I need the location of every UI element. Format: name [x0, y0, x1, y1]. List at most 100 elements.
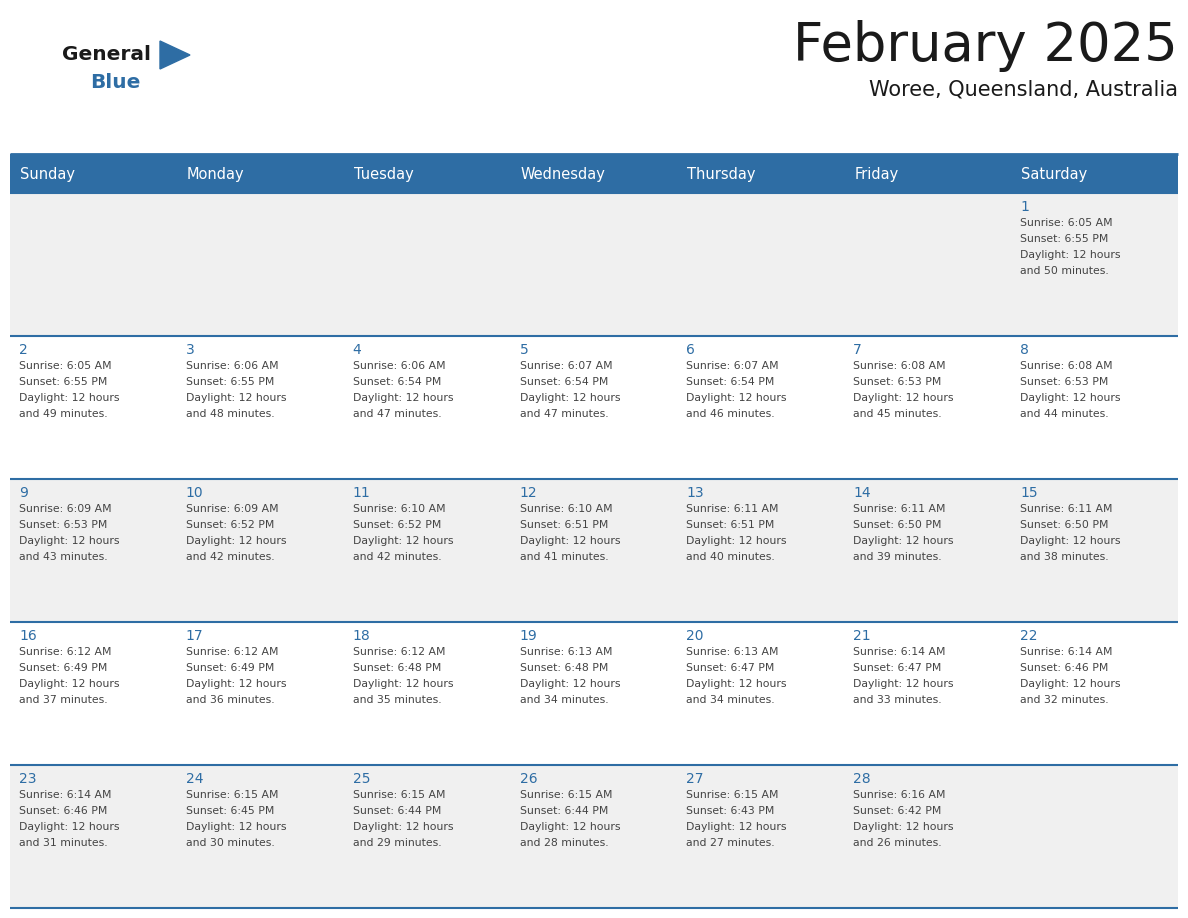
- Text: Sunrise: 6:12 AM: Sunrise: 6:12 AM: [19, 647, 112, 657]
- Text: Sunrise: 6:07 AM: Sunrise: 6:07 AM: [519, 361, 612, 371]
- Text: Sunrise: 6:08 AM: Sunrise: 6:08 AM: [853, 361, 946, 371]
- Text: Sunrise: 6:14 AM: Sunrise: 6:14 AM: [853, 647, 946, 657]
- Text: 16: 16: [19, 629, 37, 643]
- Text: Sunrise: 6:11 AM: Sunrise: 6:11 AM: [687, 504, 779, 514]
- Text: Sunrise: 6:10 AM: Sunrise: 6:10 AM: [519, 504, 612, 514]
- Text: Sunrise: 6:15 AM: Sunrise: 6:15 AM: [519, 790, 612, 800]
- Text: Sunrise: 6:13 AM: Sunrise: 6:13 AM: [519, 647, 612, 657]
- Text: 1: 1: [1020, 200, 1029, 214]
- Text: General: General: [62, 45, 151, 64]
- Text: 4: 4: [353, 343, 361, 357]
- Text: Daylight: 12 hours: Daylight: 12 hours: [353, 822, 453, 832]
- Polygon shape: [160, 41, 190, 69]
- Text: Sunset: 6:47 PM: Sunset: 6:47 PM: [687, 663, 775, 673]
- Text: Sunrise: 6:11 AM: Sunrise: 6:11 AM: [853, 504, 946, 514]
- Text: 18: 18: [353, 629, 371, 643]
- Text: Saturday: Saturday: [1022, 166, 1087, 182]
- Text: Daylight: 12 hours: Daylight: 12 hours: [185, 822, 286, 832]
- Text: Daylight: 12 hours: Daylight: 12 hours: [185, 536, 286, 546]
- Text: Friday: Friday: [854, 166, 898, 182]
- Text: Sunset: 6:44 PM: Sunset: 6:44 PM: [519, 806, 608, 816]
- Text: Daylight: 12 hours: Daylight: 12 hours: [353, 536, 453, 546]
- Text: Sunset: 6:47 PM: Sunset: 6:47 PM: [853, 663, 942, 673]
- Text: Sunrise: 6:14 AM: Sunrise: 6:14 AM: [1020, 647, 1113, 657]
- Text: Daylight: 12 hours: Daylight: 12 hours: [519, 822, 620, 832]
- Text: 10: 10: [185, 486, 203, 500]
- Text: and 39 minutes.: and 39 minutes.: [853, 552, 942, 562]
- Text: 9: 9: [19, 486, 27, 500]
- Text: and 36 minutes.: and 36 minutes.: [185, 695, 274, 705]
- Text: 28: 28: [853, 772, 871, 786]
- Text: Daylight: 12 hours: Daylight: 12 hours: [353, 679, 453, 689]
- Text: Daylight: 12 hours: Daylight: 12 hours: [519, 679, 620, 689]
- Text: and 45 minutes.: and 45 minutes.: [853, 409, 942, 419]
- Text: and 47 minutes.: and 47 minutes.: [519, 409, 608, 419]
- Text: Sunset: 6:55 PM: Sunset: 6:55 PM: [185, 377, 274, 387]
- Text: 7: 7: [853, 343, 862, 357]
- Bar: [10, 479, 1178, 622]
- Text: Sunset: 6:52 PM: Sunset: 6:52 PM: [185, 520, 274, 530]
- Bar: [10, 155, 1178, 193]
- Text: and 27 minutes.: and 27 minutes.: [687, 838, 775, 848]
- Text: and 44 minutes.: and 44 minutes.: [1020, 409, 1108, 419]
- Text: Sunset: 6:46 PM: Sunset: 6:46 PM: [1020, 663, 1108, 673]
- Text: Daylight: 12 hours: Daylight: 12 hours: [687, 536, 786, 546]
- Text: Sunset: 6:44 PM: Sunset: 6:44 PM: [353, 806, 441, 816]
- Text: 11: 11: [353, 486, 371, 500]
- Text: Sunrise: 6:10 AM: Sunrise: 6:10 AM: [353, 504, 446, 514]
- Text: and 37 minutes.: and 37 minutes.: [19, 695, 108, 705]
- Text: Daylight: 12 hours: Daylight: 12 hours: [853, 393, 954, 403]
- Text: 23: 23: [19, 772, 37, 786]
- Text: Sunset: 6:54 PM: Sunset: 6:54 PM: [687, 377, 775, 387]
- Text: Sunrise: 6:05 AM: Sunrise: 6:05 AM: [19, 361, 112, 371]
- Text: Daylight: 12 hours: Daylight: 12 hours: [19, 822, 120, 832]
- Text: Sunset: 6:54 PM: Sunset: 6:54 PM: [519, 377, 608, 387]
- Text: and 34 minutes.: and 34 minutes.: [687, 695, 775, 705]
- Text: and 26 minutes.: and 26 minutes.: [853, 838, 942, 848]
- Text: and 32 minutes.: and 32 minutes.: [1020, 695, 1108, 705]
- Text: Sunrise: 6:09 AM: Sunrise: 6:09 AM: [19, 504, 112, 514]
- Text: and 48 minutes.: and 48 minutes.: [185, 409, 274, 419]
- Text: Daylight: 12 hours: Daylight: 12 hours: [519, 393, 620, 403]
- Text: Daylight: 12 hours: Daylight: 12 hours: [519, 536, 620, 546]
- Text: Daylight: 12 hours: Daylight: 12 hours: [1020, 536, 1120, 546]
- Text: 24: 24: [185, 772, 203, 786]
- Text: Sunset: 6:51 PM: Sunset: 6:51 PM: [519, 520, 608, 530]
- Text: 12: 12: [519, 486, 537, 500]
- Text: Sunrise: 6:12 AM: Sunrise: 6:12 AM: [353, 647, 446, 657]
- Text: and 38 minutes.: and 38 minutes.: [1020, 552, 1108, 562]
- Text: 6: 6: [687, 343, 695, 357]
- Text: Sunset: 6:54 PM: Sunset: 6:54 PM: [353, 377, 441, 387]
- Text: Daylight: 12 hours: Daylight: 12 hours: [853, 679, 954, 689]
- Text: 21: 21: [853, 629, 871, 643]
- Text: 15: 15: [1020, 486, 1038, 500]
- Text: Sunrise: 6:14 AM: Sunrise: 6:14 AM: [19, 790, 112, 800]
- Text: Daylight: 12 hours: Daylight: 12 hours: [19, 536, 120, 546]
- Text: Sunrise: 6:15 AM: Sunrise: 6:15 AM: [185, 790, 278, 800]
- Text: Sunset: 6:49 PM: Sunset: 6:49 PM: [185, 663, 274, 673]
- Text: Sunset: 6:55 PM: Sunset: 6:55 PM: [19, 377, 107, 387]
- Text: Daylight: 12 hours: Daylight: 12 hours: [687, 679, 786, 689]
- Text: and 42 minutes.: and 42 minutes.: [185, 552, 274, 562]
- Text: and 47 minutes.: and 47 minutes.: [353, 409, 441, 419]
- Text: Sunrise: 6:05 AM: Sunrise: 6:05 AM: [1020, 218, 1113, 228]
- Text: and 46 minutes.: and 46 minutes.: [687, 409, 775, 419]
- Text: Sunset: 6:49 PM: Sunset: 6:49 PM: [19, 663, 107, 673]
- Text: Daylight: 12 hours: Daylight: 12 hours: [853, 536, 954, 546]
- Text: Daylight: 12 hours: Daylight: 12 hours: [185, 679, 286, 689]
- Text: Daylight: 12 hours: Daylight: 12 hours: [1020, 679, 1120, 689]
- Text: Sunrise: 6:16 AM: Sunrise: 6:16 AM: [853, 790, 946, 800]
- Text: Sunrise: 6:06 AM: Sunrise: 6:06 AM: [353, 361, 446, 371]
- Text: Sunset: 6:48 PM: Sunset: 6:48 PM: [519, 663, 608, 673]
- Text: Sunset: 6:45 PM: Sunset: 6:45 PM: [185, 806, 274, 816]
- Text: Sunset: 6:52 PM: Sunset: 6:52 PM: [353, 520, 441, 530]
- Text: Daylight: 12 hours: Daylight: 12 hours: [687, 393, 786, 403]
- Text: and 40 minutes.: and 40 minutes.: [687, 552, 776, 562]
- Text: Sunrise: 6:15 AM: Sunrise: 6:15 AM: [687, 790, 779, 800]
- Bar: [10, 765, 1178, 908]
- Text: 3: 3: [185, 343, 195, 357]
- Text: Sunrise: 6:06 AM: Sunrise: 6:06 AM: [185, 361, 278, 371]
- Text: February 2025: February 2025: [794, 20, 1178, 72]
- Text: Sunrise: 6:11 AM: Sunrise: 6:11 AM: [1020, 504, 1113, 514]
- Text: Daylight: 12 hours: Daylight: 12 hours: [353, 393, 453, 403]
